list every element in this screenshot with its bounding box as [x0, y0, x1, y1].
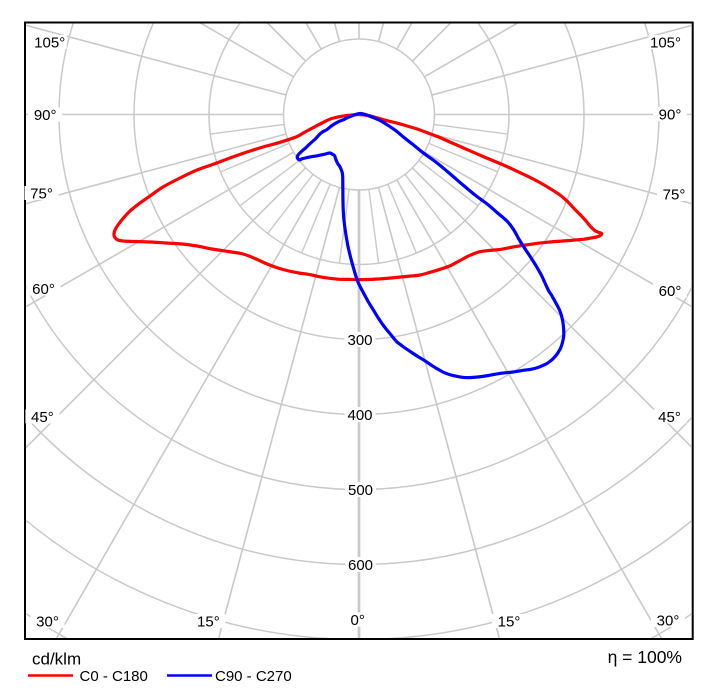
- svg-text:400: 400: [347, 407, 372, 424]
- svg-text:η = 100%: η = 100%: [608, 647, 682, 667]
- svg-text:60°: 60°: [659, 283, 682, 300]
- svg-text:60°: 60°: [32, 281, 55, 298]
- svg-text:75°: 75°: [663, 186, 686, 203]
- svg-text:600: 600: [348, 557, 373, 574]
- svg-text:500: 500: [348, 482, 373, 499]
- svg-text:30°: 30°: [657, 612, 680, 629]
- svg-text:90°: 90°: [659, 106, 682, 123]
- svg-text:75°: 75°: [30, 185, 53, 202]
- svg-text:45°: 45°: [31, 409, 54, 426]
- svg-text:105°: 105°: [34, 34, 65, 51]
- svg-text:105°: 105°: [650, 34, 681, 51]
- svg-text:45°: 45°: [658, 409, 681, 426]
- svg-text:30°: 30°: [36, 613, 59, 630]
- svg-text:15°: 15°: [498, 613, 521, 630]
- svg-text:0°: 0°: [351, 612, 365, 629]
- svg-text:C90 - C270: C90 - C270: [215, 668, 292, 685]
- svg-text:90°: 90°: [34, 107, 57, 124]
- svg-text:15°: 15°: [197, 613, 220, 630]
- svg-text:cd/klm: cd/klm: [32, 650, 81, 669]
- svg-text:300: 300: [347, 332, 372, 349]
- svg-text:C0 - C180: C0 - C180: [80, 668, 148, 685]
